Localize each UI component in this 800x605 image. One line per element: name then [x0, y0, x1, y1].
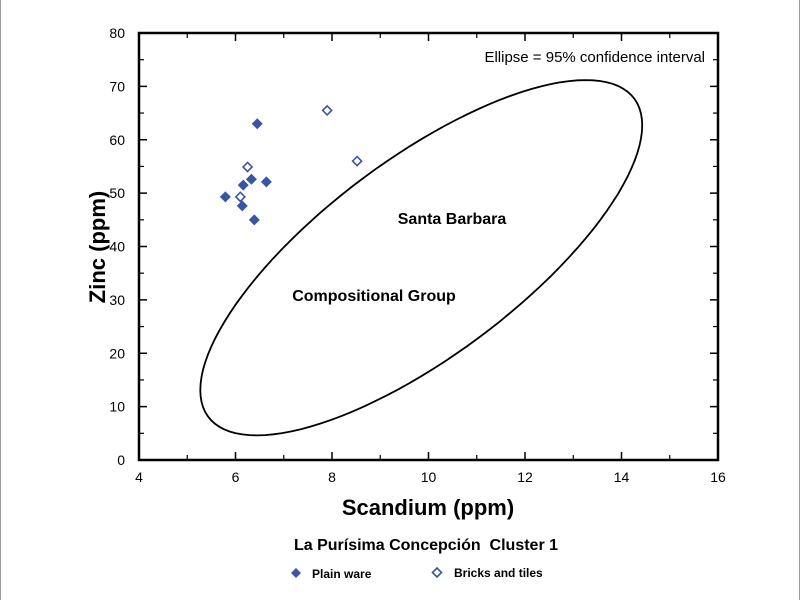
- plain-ware-point: [236, 200, 248, 212]
- x-tick-label: 10: [421, 469, 437, 485]
- x-tick-label: 16: [710, 469, 726, 485]
- y-tick-label: 20: [109, 345, 125, 361]
- left-border: [0, 0, 1, 600]
- y-tick-label: 50: [109, 185, 125, 201]
- chart-title: La Purísima Concepción Cluster 1: [294, 537, 558, 554]
- group-label-line1: Santa Barbara: [398, 211, 507, 228]
- x-tick-label: 12: [517, 469, 533, 485]
- plain-ware-point: [260, 176, 272, 188]
- legend-label-plain-ware: Plain ware: [312, 567, 372, 581]
- legend: Plain ware Bricks and tiles: [291, 566, 543, 581]
- legend-label-bricks-tiles: Bricks and tiles: [454, 566, 543, 580]
- y-tick-label: 70: [109, 78, 125, 94]
- plain-ware-point: [248, 214, 260, 226]
- y-tick-label: 40: [109, 239, 125, 255]
- plain-ware-point: [245, 173, 257, 185]
- x-axis-label: Scandium (ppm): [342, 495, 514, 520]
- plain-ware-point: [251, 118, 263, 130]
- y-tick-label: 60: [109, 132, 125, 148]
- plain-ware-point: [219, 191, 231, 203]
- y-tick-label: 80: [109, 25, 125, 41]
- x-tick-label: 4: [135, 469, 143, 485]
- y-tick-label: 10: [109, 399, 125, 415]
- plot-frame: [137, 31, 720, 462]
- bricks-tiles-point: [351, 155, 363, 167]
- y-axis-label: Zinc (ppm): [85, 191, 110, 303]
- data-points: [219, 104, 363, 226]
- plain-ware-point: [237, 179, 249, 191]
- ellipse-annotation: Ellipse = 95% confidence interval: [484, 49, 705, 66]
- axis-ticks: 4 6 8 10 12 14 16 0 10 20 30 40 50 60 70 80: [109, 25, 726, 485]
- confidence-ellipse: [199, 79, 644, 437]
- bricks-tiles-point: [321, 104, 333, 117]
- x-tick-label: 14: [614, 469, 630, 485]
- x-tick-label: 6: [232, 469, 240, 485]
- bricks-tiles-point: [241, 161, 254, 173]
- confidence-ellipse-group: [199, 79, 644, 437]
- y-tick-label: 0: [117, 452, 125, 468]
- legend-marker-bricks-tiles: [431, 566, 443, 579]
- legend-marker-plain-ware: [291, 568, 301, 578]
- bricks-tiles-point: [234, 191, 246, 203]
- y-tick-label: 30: [109, 292, 125, 308]
- x-tick-label: 8: [328, 469, 336, 485]
- group-label-line2: Compositional Group: [292, 288, 456, 305]
